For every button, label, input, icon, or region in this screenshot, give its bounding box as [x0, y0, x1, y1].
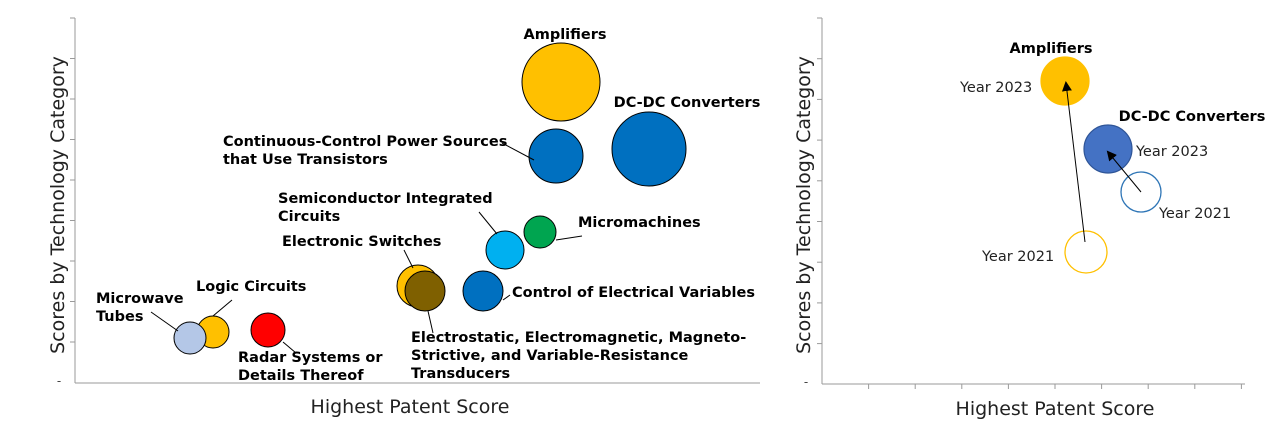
chart2-x-axis-title: Highest Patent Score — [956, 398, 1155, 420]
bubble-2021-amplifiers — [1064, 230, 1108, 274]
year-label: Year 2023 — [1135, 144, 1208, 160]
year-label: Year 2021 — [1158, 206, 1231, 222]
year-label: Year 2021 — [981, 249, 1054, 265]
bubble-micromachines — [523, 215, 557, 249]
leader-line — [150, 311, 179, 332]
bubble-label: Amplifiers — [523, 27, 606, 43]
bubble-label: Semiconductor Integrated — [278, 191, 493, 207]
bubble-electrostatic-electromagnetic-magneto-strictive-and-variable-resistance-transducers — [404, 270, 446, 312]
chart1-y-axis-title: Scores by Technology Category — [47, 56, 69, 354]
bubble-label: Continuous-Control Power Sources — [223, 134, 507, 150]
series-label-dc-dc-converters: DC-DC Converters — [1119, 109, 1266, 125]
bubble-label: Radar Systems or — [238, 350, 383, 366]
bubble-label: Electronic Switches — [282, 234, 441, 250]
bubble-radar-systems-or-details-thereof — [250, 312, 286, 348]
bubble-2023-amplifiers — [1040, 56, 1090, 106]
bubble-label: Transducers — [411, 366, 510, 382]
leader-line — [478, 211, 498, 235]
bubble-amplifiers — [521, 42, 601, 122]
trend-arrow-amplifiers — [1061, 81, 1086, 243]
leader-line — [501, 142, 535, 161]
bubble-2023-dc-dc-converters — [1083, 124, 1133, 174]
series-label-amplifiers: Amplifiers — [1009, 41, 1092, 57]
bubble-label: Circuits — [278, 209, 340, 225]
bubble-label: Logic Circuits — [196, 279, 306, 295]
chart2-y-tick-label: - — [804, 375, 808, 389]
bubble-label: Electrostatic, Electromagnetic, Magneto- — [411, 330, 746, 346]
year-label: Year 2023 — [959, 80, 1032, 96]
bubble-label: Strictive, and Variable-Resistance — [411, 348, 689, 364]
leader-line — [502, 294, 511, 301]
leader-line — [403, 249, 414, 269]
bubble-dc-dc-converters — [611, 111, 687, 187]
leader-line — [555, 235, 583, 241]
bubble-label: that Use Transistors — [223, 152, 388, 168]
bubble-label: Micromachines — [578, 215, 701, 231]
bubble-label: Control of Electrical Variables — [512, 285, 755, 301]
trend-arrow-dc-dc-converters — [1106, 150, 1142, 193]
bubble-label: DC-DC Converters — [614, 95, 761, 111]
leader-line — [282, 341, 297, 354]
bubble-label: Tubes — [96, 309, 143, 325]
chart1-x-axis-title: Highest Patent Score — [311, 396, 510, 418]
bubble-control-of-electrical-variables — [462, 270, 504, 312]
bubble-label: Details Thereof — [238, 368, 364, 384]
leader-line — [427, 310, 434, 334]
bubble-label: Microwave — [96, 291, 184, 307]
bubble-semiconductor-integrated-circuits — [485, 230, 525, 270]
bubble-microwave-tubes — [173, 321, 207, 355]
leader-line — [212, 299, 233, 317]
chart2-y-axis-title: Scores by Technology Category — [793, 56, 815, 354]
bubble-continuous-control-power-sources-that-use-transistors — [528, 128, 584, 184]
chart1-y-tick-label: - — [57, 374, 61, 388]
